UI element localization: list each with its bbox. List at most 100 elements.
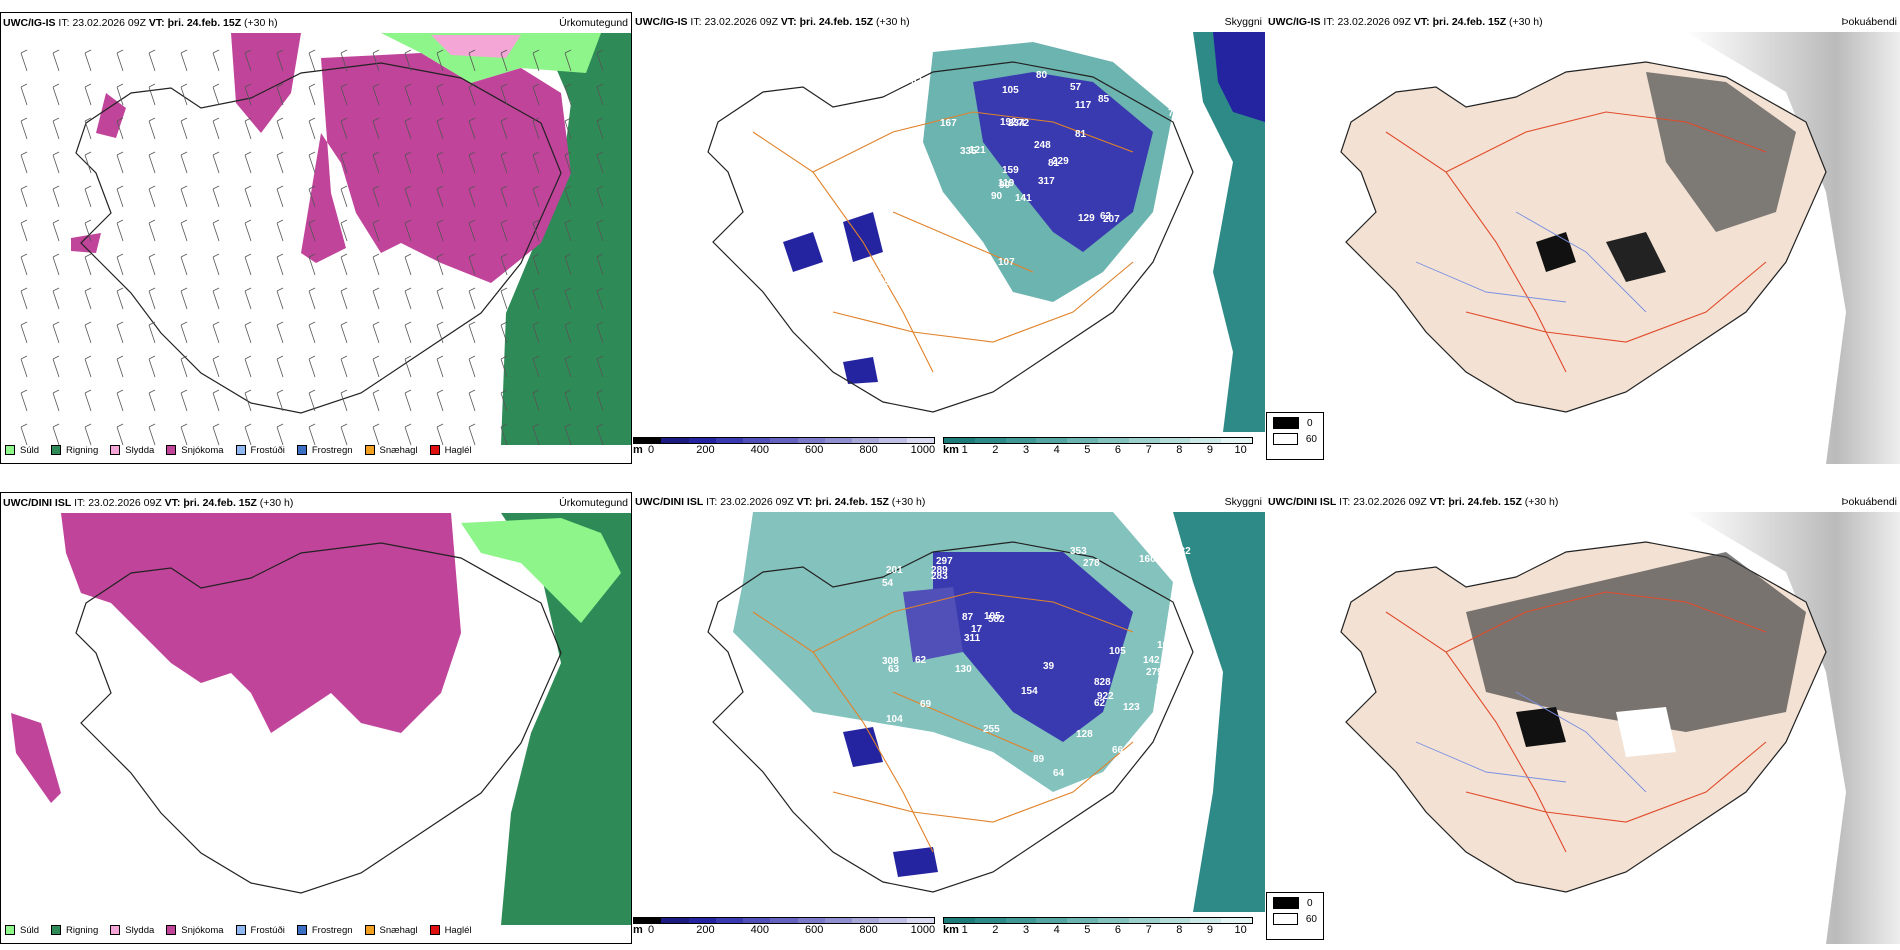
wind-barb [372,151,380,174]
cloudbase-value-label: 141 [1015,193,1032,204]
wind-barb [564,423,572,446]
cloudbase-value-label: 201 [886,565,903,576]
colorbar-segment [1005,918,1037,923]
colorbar-segment [688,438,716,443]
cloud-map-top: 141 87 90 79 81 84 57 72 117 317 62 65 63 76 90 81 259 19… [707,32,1265,432]
cloudbase-value-label: 443 [893,748,910,759]
cloudbase-value-label: 279 [1146,667,1163,678]
cloud-header-top: UWC/IG-IS IT: 23.02.2026 09Z VT: þri. 24… [633,12,1265,32]
wind-barb [212,151,220,174]
cloudbase-value-label: 234 [1008,118,1025,129]
legend-swatch [364,445,375,455]
cloudbase-value-label: 123 [1123,702,1140,713]
wind-barb [468,117,476,140]
cloudbase-colorbar-bottom: m 0 200 400 600 800 1000 [633,917,935,938]
cloudbase-value-label: 317 [1038,176,1055,187]
legend-item: Slydda [110,445,154,456]
colorbar-segment [1159,918,1191,923]
wind-barb [596,389,604,412]
cloudbase-value-label: 129 [1078,213,1095,224]
legend-swatch [235,445,246,455]
colorbar-tick: 200 [696,444,715,456]
wind-barb [532,185,540,208]
legend-swatch [235,925,246,935]
wind-barb [244,287,252,310]
cloudbase-value-label: 278 [1083,558,1100,569]
wind-barb [148,151,156,174]
cloudbase-value-label: 163 [1157,640,1174,651]
colorbar-segment [1036,438,1068,443]
cloudbase-value-label: 73 [1155,748,1167,759]
wind-barb [372,185,380,208]
wind-barb [404,321,412,344]
legend-item: Súld [5,925,39,936]
wind-barb [20,49,28,72]
fog-legend-label: 0 [1307,897,1313,909]
wind-barb [276,185,284,208]
wind-barb [404,219,412,242]
colorbar-segment [906,438,934,443]
wind-barb [564,49,572,72]
colorbar-segment [824,438,853,443]
wind-barb [308,185,316,208]
wind-barb [372,117,380,140]
wind-barb [372,219,380,242]
colorbar-segment [1097,438,1129,443]
wind-barb [276,321,284,344]
legend-item: Frostúði [235,925,285,936]
wind-barb [276,389,284,412]
colorbar-tick: 8 [1176,444,1183,456]
colorbar-tick: 9 [1206,444,1213,456]
precip-map-top [20,33,631,446]
wind-barb [84,49,92,72]
wind-barb [532,151,540,174]
cloudbase-value-label: 158 [904,242,921,253]
precip-legend-bottom: Súld Rigning Slydda Snjókoma Frostúði Frostre… [5,923,472,937]
wind-barb [436,219,444,242]
wind-barb [372,423,380,446]
fog-legend-label: 0 [1307,417,1313,429]
wind-barb [596,117,604,140]
wind-barb [244,219,252,242]
legend-item: Frostúði [235,445,285,456]
wind-barb [84,253,92,276]
wind-barb [180,253,188,276]
wind-barb [52,355,60,378]
colorbar-segment [879,438,907,443]
colorbar-segment [1190,438,1222,443]
cloudbase-colorbar-top: m 0 200 400 600 800 1000 [633,437,935,458]
wind-barb [564,185,572,208]
wind-barb [308,389,316,412]
iceland-outline [707,61,1194,413]
wind-barb [500,321,508,344]
fog-panel-top: UWC/IG-IS IT: 23.02.2026 09Z VT: þri. 24… [1266,12,1900,464]
cloudbase-value-label: 192 [1000,117,1017,128]
visibility-bar [943,917,1253,924]
wind-barb [148,83,156,106]
legend-label: Snæhagl [379,924,418,936]
wind-barb [180,185,188,208]
wind-barb [116,423,124,446]
wind-barb [148,49,156,72]
fog-legend-row: 60 [1273,433,1317,445]
cloudbase-value-label: 353 [1070,546,1087,557]
wind-barb [596,185,604,208]
wind-barb [180,151,188,174]
wind-barb [148,287,156,310]
cloudbase-value-label: 297 [936,556,953,567]
cloudbase-value-label: 922 [1097,691,1114,702]
colorbar-tick: 800 [859,444,878,456]
legend-swatch [5,925,15,935]
wind-barb [212,355,220,378]
cloud-panel-bottom: UWC/DINI ISL IT: 23.02.2026 09Z VT: þri.… [633,492,1265,944]
cloud-title-bottom: Skyggni [1224,496,1262,508]
colorbar-tick: 6 [1114,444,1122,456]
legend-label: Súld [20,924,40,936]
wind-barb [52,151,60,174]
wind-barb [244,151,252,174]
cloudbase-value-label: 107 [998,257,1015,268]
cloudbase-value-label: 66 [1112,745,1124,756]
cloudbase-value-label: 62 [915,655,927,666]
wind-barb [244,83,252,106]
legend-item: Haglél [429,445,472,456]
